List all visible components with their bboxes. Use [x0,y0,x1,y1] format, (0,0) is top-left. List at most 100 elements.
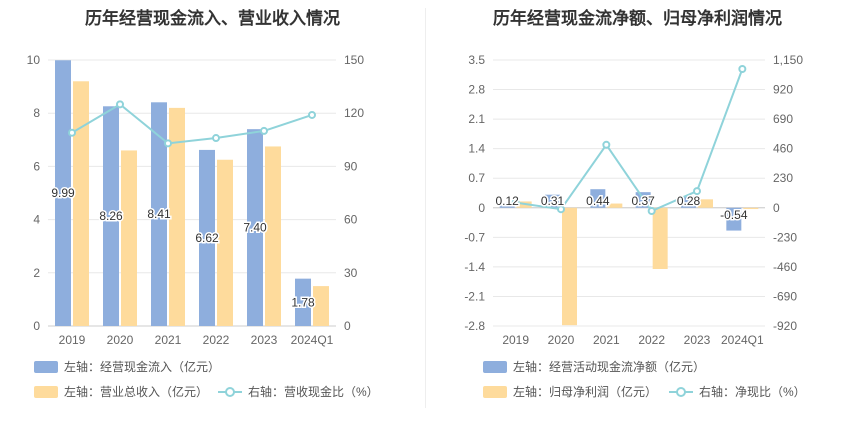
right-legend-item-3[interactable]: 右轴：净现比（%） [669,383,806,400]
right-line-point [511,198,520,207]
left-chart-panel: 历年经营现金流入、营业收入情况 0 2 4 6 8 10 0 30 60 90 120 150 2019… [27,9,379,400]
right-y-left-tick: -0.7 [464,230,485,244]
right-data-label: 0.28 [677,194,701,208]
right-bar-blue [590,189,606,208]
left-x-tick: 2021 [155,333,182,347]
right-y-right-tick: 460 [773,142,793,156]
right-bar-blue [681,195,696,208]
teal-line-marker-icon [218,385,242,399]
right-x-tick: 2021 [593,333,620,347]
right-y-right-tick: 0 [773,201,780,215]
left-x-tick: 2022 [203,333,230,347]
right-legend-label-3: 右轴：净现比（%） [699,385,806,399]
right-bar-orange [607,203,623,208]
right-y-right-tick: 230 [773,171,793,185]
left-y-right-tick: 120 [344,106,364,120]
left-bar-orange [73,81,89,326]
panel-divider [425,8,426,408]
left-bar-orange [121,150,137,326]
right-bar-orange [698,199,713,208]
left-x-tick: 2023 [251,333,278,347]
right-line-point [738,64,747,73]
left-y-right-tick: 60 [344,213,358,227]
left-line-point [116,100,124,109]
right-y-left-tick: -2.8 [464,319,485,333]
left-data-label: 9.99 [51,186,75,200]
left-bar-blue [151,102,167,326]
right-data-label: 0.31 [541,194,565,208]
right-y-left-tick: 1.4 [468,142,485,156]
teal-line-marker-icon [669,385,693,399]
right-y-right-tick: 920 [773,83,793,97]
left-y-right-tick: 150 [344,53,364,67]
left-x-tick: 2019 [59,333,86,347]
right-legend-item-2[interactable]: 左轴：归母净利润（亿元） [483,383,657,400]
left-data-label: 1.78 [291,295,315,309]
left-line-point [164,139,172,148]
left-legend-item-3[interactable]: 右轴：营收现金比（%） [218,383,379,400]
right-x-tick: 2020 [548,333,575,347]
right-x-tick: 2023 [684,333,711,347]
right-y-left-tick: -1.4 [464,260,485,274]
left-legend-item-2[interactable]: 左轴：营业总收入（亿元） [34,383,208,400]
right-line-point [647,206,656,215]
right-legend-label-2: 左轴：归母净利润（亿元） [513,385,658,399]
left-data-label: 7.40 [243,221,267,235]
right-bar-orange [652,207,668,269]
right-y-left-tick: 0.7 [468,171,485,185]
right-line-series [515,68,744,213]
right-bar-blue [545,194,560,208]
right-legend-label-1: 左轴：经营活动现金流净额（亿元） [513,360,706,374]
left-data-label: 6.62 [195,231,219,245]
blue-swatch-icon [34,360,58,373]
left-line-series [71,103,313,145]
left-chart-plot: 0 2 4 6 8 10 0 30 60 90 120 150 2019 2020 2021 2022 2023… [27,53,365,347]
blue-swatch-icon [483,360,507,373]
left-legend-label-3: 右轴：营收现金比（%） [248,385,379,399]
left-y-right-tick: 0 [344,319,351,333]
left-y-left-tick: 2 [33,266,40,280]
left-bar-blue [247,129,263,326]
right-y-right-tick: 1,150 [773,53,803,67]
right-chart-plot: 3.5 2.8 2.1 1.4 0.7 0 -0.7 -1.4 -2.1 -2.8 1,150 920… [464,53,803,347]
left-data-label: 8.41 [147,207,171,221]
left-line-point [260,126,268,135]
right-y-right-tick: 690 [773,112,793,126]
right-x-tick: 2024Q1 [721,333,764,347]
right-bar-orange [743,207,759,210]
right-x-tick: 2019 [502,333,529,347]
left-bar-orange [169,107,185,326]
right-y-left-tick: 3.5 [468,53,485,67]
right-y-left-tick: 2.1 [468,112,485,126]
left-bar-blue [103,106,119,326]
right-y-left-tick: 2.8 [468,83,485,97]
left-data-label: 8.26 [99,209,123,223]
right-data-label: 0.37 [631,194,655,208]
right-x-tick: 2022 [638,333,665,347]
left-legend-item-1[interactable]: 左轴：经营现金流入（亿元） [34,358,220,375]
left-bar-blue [55,60,71,327]
left-line-point [212,134,220,143]
left-line-point [68,128,76,137]
left-y-right-tick: 90 [344,159,358,173]
left-y-left-tick: 6 [33,159,40,173]
right-line-point [557,205,565,214]
right-data-label: 0.44 [586,194,610,208]
right-chart-title: 历年经营现金流净额、归母净利润情况 [493,9,782,28]
right-y-right-tick: -460 [773,260,797,274]
orange-swatch-icon [34,385,58,398]
left-legend-label-2: 左轴：营业总收入（亿元） [64,385,209,399]
right-y-right-tick: -920 [773,319,797,333]
left-y-left-tick: 4 [33,213,40,227]
right-bar-orange [562,207,577,326]
left-legend-label-1: 左轴：经营现金流入（亿元） [64,360,221,374]
right-y-right-tick: -690 [773,289,797,303]
right-bar-blue [726,207,742,231]
right-legend-item-1[interactable]: 左轴：经营活动现金流净额（亿元） [483,358,705,375]
orange-swatch-icon [483,385,507,398]
left-bar-blue [199,149,215,326]
right-line-point [602,140,611,149]
left-y-left-tick: 0 [33,319,40,333]
right-bar-blue [499,202,515,208]
left-y-right-tick: 30 [344,266,358,280]
